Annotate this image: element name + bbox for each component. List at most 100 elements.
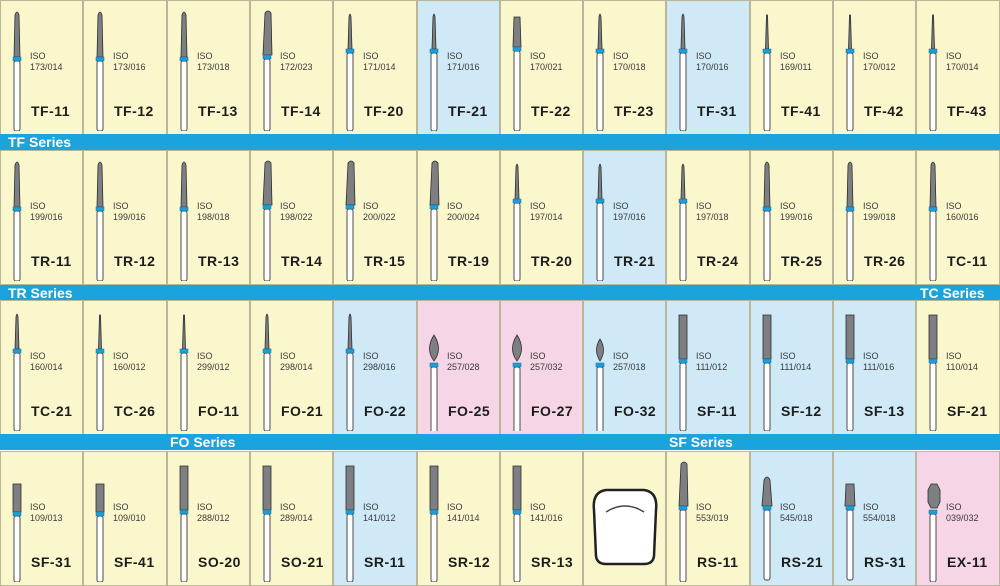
- iso-number: 169/011: [780, 62, 812, 72]
- product-code: TR-20: [531, 253, 573, 269]
- iso-number: 170/016: [696, 62, 729, 72]
- iso-label: ISO: [946, 351, 962, 361]
- bur-cylinder-icon: [262, 465, 272, 582]
- iso-spec: ISO 545/018: [780, 502, 813, 524]
- iso-label: ISO: [197, 201, 213, 211]
- bur-taper-short-icon: [345, 13, 355, 131]
- iso-spec: ISO 199/016: [30, 201, 63, 223]
- iso-spec: ISO 289/014: [280, 502, 313, 524]
- iso-spec: ISO 199/016: [113, 201, 146, 223]
- bur-cylinder-icon: [762, 314, 772, 431]
- iso-label: ISO: [696, 502, 712, 512]
- product-cell-tf-31: ISO 170/016 TF-31: [666, 0, 750, 135]
- iso-spec: ISO 141/014: [447, 502, 480, 524]
- iso-number: 289/014: [280, 513, 313, 523]
- iso-spec: ISO 554/018: [863, 502, 896, 524]
- series-label-tf: TF Series: [8, 134, 72, 150]
- product-cell-tc-26: ISO 160/012 TC-26: [83, 300, 167, 435]
- iso-spec: ISO 170/014: [946, 51, 979, 73]
- product-cell-fo-27: ISO 257/032 FO-27: [500, 300, 583, 435]
- iso-spec: ISO 160/014: [30, 351, 63, 373]
- iso-spec: ISO 298/016: [363, 351, 396, 373]
- bur-needle-icon: [762, 14, 772, 131]
- bur-needle-icon: [179, 314, 189, 431]
- product-cell-tf-42: ISO 170/012 TF-42: [833, 0, 916, 135]
- iso-number: 173/018: [197, 62, 230, 72]
- product-code: TR-15: [364, 253, 406, 269]
- product-code: SF-13: [864, 403, 905, 419]
- product-code: SF-21: [947, 403, 988, 419]
- product-cell-tr-26: ISO 199/018 TR-26: [833, 150, 916, 285]
- product-code: FO-22: [364, 403, 407, 419]
- product-cell-fo-11: ISO 299/012 FO-11: [167, 300, 250, 435]
- iso-number: 111/016: [863, 362, 895, 372]
- product-code: SR-13: [531, 554, 574, 570]
- iso-spec: ISO 039/032: [946, 502, 979, 524]
- bur-needle-icon: [928, 14, 938, 131]
- product-cell-rs-21: ISO 545/018 RS-21: [750, 451, 833, 586]
- iso-label: ISO: [696, 201, 712, 211]
- iso-label: ISO: [946, 51, 962, 61]
- iso-spec: ISO 109/013: [30, 502, 63, 524]
- product-code: TC-11: [947, 253, 988, 269]
- product-cell-sr-13: ISO 141/016 SR-13: [500, 451, 583, 586]
- product-cell-sr-12: ISO 141/014 SR-12: [417, 451, 500, 586]
- bur-taper-round-icon: [95, 11, 105, 131]
- iso-label: ISO: [113, 351, 129, 361]
- product-code: TF-11: [31, 103, 71, 119]
- bur-taper-flat-icon: [512, 16, 522, 131]
- iso-number: 160/016: [946, 212, 979, 222]
- iso-spec: ISO 257/032: [530, 351, 563, 373]
- product-cell-tf-14: ISO 172/023 TF-14: [250, 0, 333, 135]
- product-code: TR-24: [697, 253, 739, 269]
- product-cell-so-20: ISO 288/012 SO-20: [167, 451, 250, 586]
- iso-label: ISO: [363, 351, 379, 361]
- crown-outline-icon: [592, 488, 658, 566]
- bur-taper-long-icon: [262, 10, 273, 131]
- product-cell-rs-11: ISO 553/019 RS-11: [666, 451, 750, 586]
- product-code: TC-21: [31, 403, 73, 419]
- product-cell-tf-43: ISO 170/014 TF-43: [916, 0, 1000, 135]
- series-band-tr: TR Series TC Series: [0, 285, 1000, 301]
- iso-spec: ISO 197/018: [696, 201, 729, 223]
- product-cell-tf-13: ISO 173/018 TF-13: [167, 0, 250, 135]
- iso-number: 141/014: [447, 513, 480, 523]
- iso-label: ISO: [780, 351, 796, 361]
- iso-number: 141/012: [363, 513, 396, 523]
- product-code: TF-23: [614, 103, 654, 119]
- bur-needle-icon: [95, 314, 105, 431]
- iso-label: ISO: [780, 51, 796, 61]
- product-cell-tr-15: ISO 200/022 TR-15: [333, 150, 417, 285]
- bur-cylinder-icon: [845, 314, 855, 431]
- iso-label: ISO: [780, 201, 796, 211]
- iso-number: 170/018: [613, 62, 646, 72]
- iso-label: ISO: [863, 502, 879, 512]
- bur-taper-round-icon: [845, 161, 855, 281]
- iso-spec: ISO 173/014: [30, 51, 63, 73]
- product-code: TR-25: [781, 253, 823, 269]
- iso-label: ISO: [863, 201, 879, 211]
- iso-label: ISO: [197, 51, 213, 61]
- product-code: FO-32: [614, 403, 657, 419]
- iso-spec: ISO 197/016: [613, 201, 646, 223]
- product-cell-fo-22: ISO 298/016 FO-22: [333, 300, 417, 435]
- product-code: TR-26: [864, 253, 906, 269]
- iso-spec: ISO 110/014: [946, 351, 978, 373]
- iso-label: ISO: [613, 201, 629, 211]
- product-code: RS-11: [697, 554, 739, 570]
- product-cell-tf-41: ISO 169/011 TF-41: [750, 0, 833, 135]
- bur-taper-round-icon: [179, 161, 189, 281]
- product-code: TR-14: [281, 253, 323, 269]
- iso-number: 554/018: [863, 513, 896, 523]
- iso-number: 160/012: [113, 362, 146, 372]
- iso-spec: ISO 553/019: [696, 502, 729, 524]
- catalog-row-tf: ISO 173/014 TF-11 ISO 173/016 TF-12 ISO 173/018…: [0, 0, 1000, 135]
- product-cell-fo-25: ISO 257/028 FO-25: [417, 300, 500, 435]
- series-band-fo-sf: FO Series SF Series: [0, 434, 1000, 450]
- iso-number: 545/018: [780, 513, 813, 523]
- product-cell-tr-21: ISO 197/016 TR-21: [583, 150, 666, 285]
- product-code: TR-12: [114, 253, 156, 269]
- iso-number: 170/014: [946, 62, 979, 72]
- product-code: TC-26: [114, 403, 156, 419]
- iso-label: ISO: [696, 351, 712, 361]
